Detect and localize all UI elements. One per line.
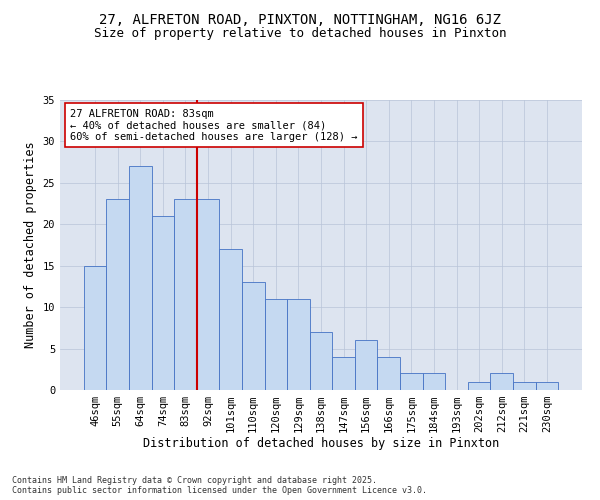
- Y-axis label: Number of detached properties: Number of detached properties: [24, 142, 37, 348]
- Bar: [152, 216, 174, 390]
- Bar: [468, 382, 490, 390]
- Bar: [265, 299, 287, 390]
- Bar: [332, 357, 355, 390]
- Bar: [287, 299, 310, 390]
- Text: 27 ALFRETON ROAD: 83sqm
← 40% of detached houses are smaller (84)
60% of semi-de: 27 ALFRETON ROAD: 83sqm ← 40% of detache…: [70, 108, 358, 142]
- Bar: [129, 166, 152, 390]
- Bar: [536, 382, 558, 390]
- Text: Distribution of detached houses by size in Pinxton: Distribution of detached houses by size …: [143, 438, 499, 450]
- Bar: [242, 282, 265, 390]
- Bar: [106, 200, 129, 390]
- Bar: [310, 332, 332, 390]
- Bar: [355, 340, 377, 390]
- Bar: [220, 249, 242, 390]
- Bar: [513, 382, 536, 390]
- Bar: [377, 357, 400, 390]
- Text: Size of property relative to detached houses in Pinxton: Size of property relative to detached ho…: [94, 28, 506, 40]
- Bar: [197, 200, 220, 390]
- Text: Contains HM Land Registry data © Crown copyright and database right 2025.
Contai: Contains HM Land Registry data © Crown c…: [12, 476, 427, 495]
- Bar: [490, 374, 513, 390]
- Bar: [174, 200, 197, 390]
- Bar: [422, 374, 445, 390]
- Bar: [84, 266, 106, 390]
- Text: 27, ALFRETON ROAD, PINXTON, NOTTINGHAM, NG16 6JZ: 27, ALFRETON ROAD, PINXTON, NOTTINGHAM, …: [99, 12, 501, 26]
- Bar: [400, 374, 422, 390]
